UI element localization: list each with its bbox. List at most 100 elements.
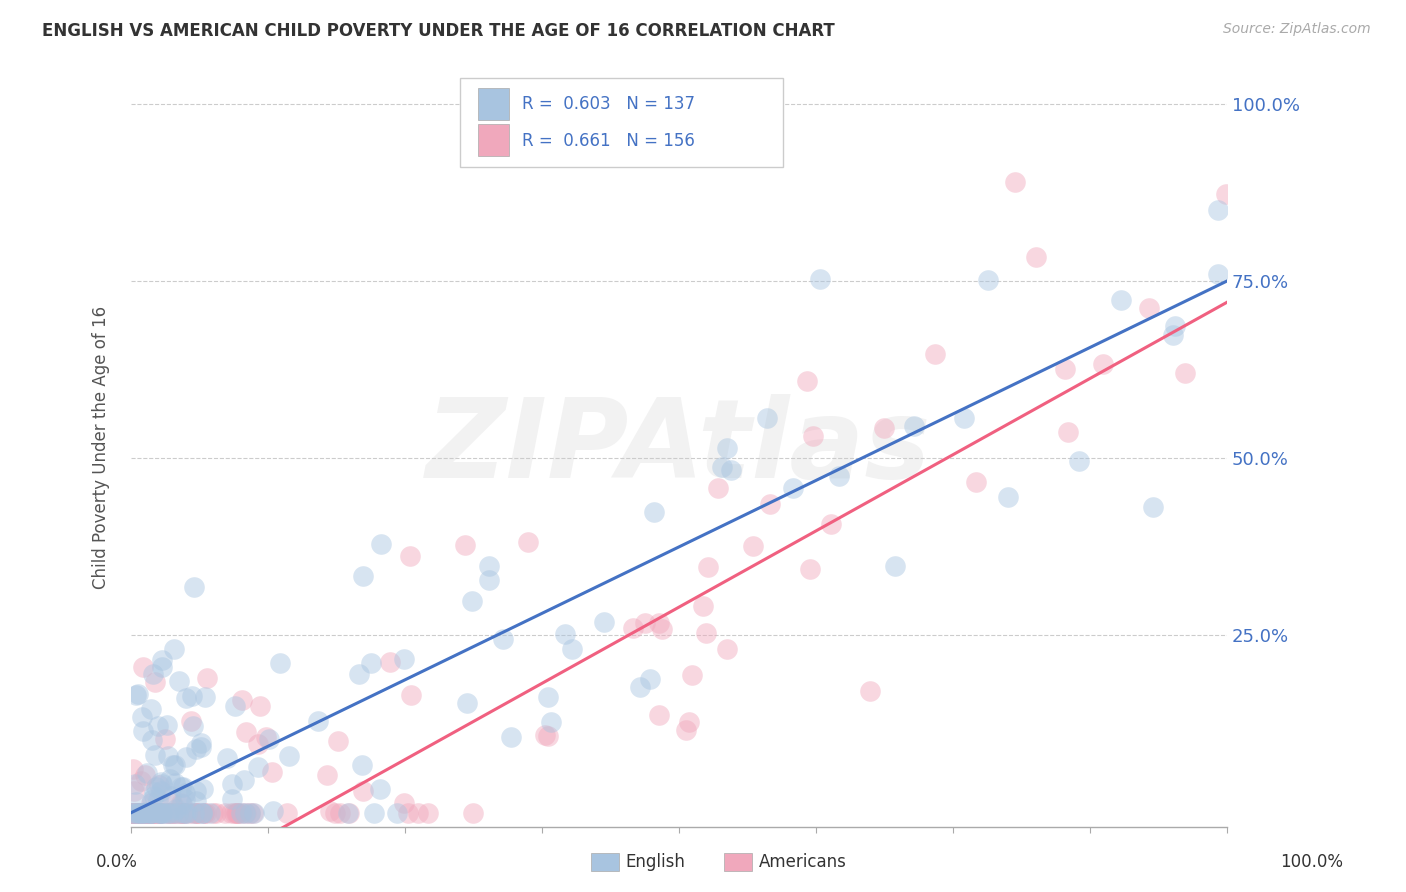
Point <box>180 689 202 703</box>
Point <box>121 805 143 820</box>
Point <box>233 772 256 787</box>
Point <box>165 805 187 820</box>
Point <box>141 796 163 810</box>
Point <box>186 784 208 798</box>
Point <box>121 805 143 820</box>
Point <box>224 698 246 713</box>
Point <box>221 777 243 791</box>
Point <box>122 805 145 820</box>
Point <box>219 805 242 820</box>
Point <box>801 429 824 443</box>
Point <box>122 763 145 777</box>
FancyBboxPatch shape <box>460 78 783 167</box>
Point <box>146 793 169 807</box>
Point <box>122 784 145 798</box>
Point <box>149 805 172 820</box>
Point <box>385 805 408 820</box>
Point <box>139 805 162 820</box>
Point <box>180 714 202 728</box>
Point <box>456 697 478 711</box>
Point <box>378 655 401 669</box>
Point <box>1206 267 1229 281</box>
Point <box>221 792 243 806</box>
Point <box>394 796 416 810</box>
Point <box>148 805 170 820</box>
Point <box>122 805 145 820</box>
Point <box>460 594 482 608</box>
Point <box>643 505 665 519</box>
Point <box>260 765 283 780</box>
Point <box>127 805 149 820</box>
Point <box>782 481 804 495</box>
Point <box>222 805 245 820</box>
Point <box>146 805 169 820</box>
Point <box>138 805 160 820</box>
Point <box>132 724 155 739</box>
Point <box>148 805 170 820</box>
Point <box>183 805 205 820</box>
Point <box>205 805 228 820</box>
Point <box>924 347 946 361</box>
Point <box>160 789 183 803</box>
Point <box>139 805 162 820</box>
Point <box>202 805 225 820</box>
Point <box>129 805 152 820</box>
Point <box>226 805 249 820</box>
Point <box>139 805 162 820</box>
Point <box>150 805 173 820</box>
Point <box>129 805 152 820</box>
Point <box>352 569 374 583</box>
Point <box>186 805 208 820</box>
Point <box>461 805 484 820</box>
Point <box>148 805 170 820</box>
Point <box>478 559 501 574</box>
Point <box>195 805 218 820</box>
Point <box>129 805 152 820</box>
Point <box>499 730 522 744</box>
Point <box>141 667 163 681</box>
Point <box>1142 500 1164 515</box>
Point <box>716 442 738 456</box>
Point <box>269 657 291 671</box>
Point <box>190 739 212 754</box>
Point <box>198 805 221 820</box>
Point <box>156 805 179 820</box>
Point <box>1161 327 1184 342</box>
Point <box>953 411 976 425</box>
Point <box>174 786 197 800</box>
Point <box>370 536 392 550</box>
Point <box>707 481 730 495</box>
Point <box>172 805 194 820</box>
Point <box>174 750 197 764</box>
Point <box>174 805 197 820</box>
Point <box>554 626 576 640</box>
Point <box>172 805 194 820</box>
Text: ENGLISH VS AMERICAN CHILD POVERTY UNDER THE AGE OF 16 CORRELATION CHART: ENGLISH VS AMERICAN CHILD POVERTY UNDER … <box>42 22 835 40</box>
Point <box>139 805 162 820</box>
Point <box>183 580 205 594</box>
Point <box>758 497 780 511</box>
Point <box>148 719 170 733</box>
Point <box>326 734 349 748</box>
Point <box>157 749 180 764</box>
Point <box>132 660 155 674</box>
Point <box>131 805 153 820</box>
Point <box>360 656 382 670</box>
Point <box>139 805 162 820</box>
Point <box>1109 293 1132 307</box>
Point <box>695 626 717 640</box>
Point <box>139 805 162 820</box>
Point <box>162 805 184 820</box>
Point <box>1056 425 1078 440</box>
Point <box>396 805 419 820</box>
Point <box>173 791 195 805</box>
Point <box>534 727 557 741</box>
Point <box>477 574 499 588</box>
Text: English: English <box>626 853 686 871</box>
Point <box>697 559 720 574</box>
Point <box>160 805 183 820</box>
Point <box>128 805 150 820</box>
Point <box>716 641 738 656</box>
Point <box>150 805 173 820</box>
Point <box>129 773 152 788</box>
